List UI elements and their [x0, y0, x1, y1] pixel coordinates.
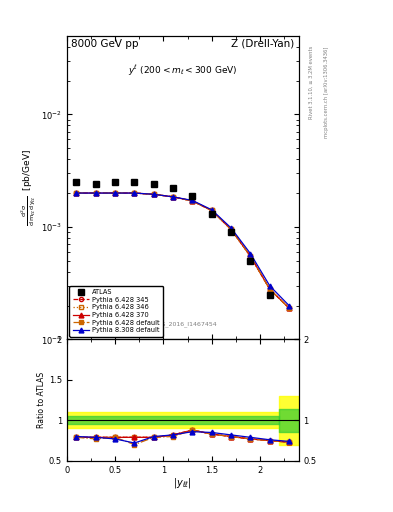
Pythia 6.428 370 — [132, 190, 137, 196]
Text: Z (Drell-Yan): Z (Drell-Yan) — [231, 39, 294, 49]
X-axis label: $|y_{\ell\ell}|$: $|y_{\ell\ell}|$ — [173, 476, 192, 490]
Pythia 6.428 346 — [132, 190, 137, 196]
Pythia 6.428 345 — [229, 226, 233, 232]
ATLAS — [151, 181, 156, 187]
Text: 8000 GeV pp: 8000 GeV pp — [72, 39, 139, 49]
Pythia 6.428 default — [74, 190, 79, 196]
Pythia 6.428 default — [190, 198, 195, 204]
Pythia 8.308 default — [248, 250, 253, 257]
Pythia 6.428 default — [151, 191, 156, 197]
Pythia 6.428 346 — [286, 305, 291, 311]
Pythia 8.308 default — [286, 303, 291, 309]
Pythia 6.428 345 — [74, 190, 79, 196]
Pythia 6.428 346 — [190, 198, 195, 204]
Pythia 6.428 370 — [229, 226, 233, 232]
Pythia 6.428 default — [286, 305, 291, 311]
ATLAS — [132, 179, 137, 185]
Text: mcplots.cern.ch [arXiv:1306.3436]: mcplots.cern.ch [arXiv:1306.3436] — [324, 46, 329, 138]
Pythia 6.428 346 — [171, 194, 175, 200]
ATLAS — [74, 179, 79, 185]
Line: Pythia 8.308 default: Pythia 8.308 default — [74, 190, 292, 308]
Pythia 6.428 370 — [74, 190, 79, 196]
Pythia 6.428 345 — [94, 190, 98, 196]
Pythia 6.428 default — [171, 194, 175, 200]
Pythia 8.308 default — [209, 207, 214, 213]
Pythia 6.428 default — [132, 190, 137, 196]
Pythia 6.428 345 — [248, 253, 253, 259]
Pythia 8.308 default — [171, 194, 175, 200]
Pythia 6.428 370 — [209, 207, 214, 214]
Pythia 6.428 370 — [171, 194, 175, 200]
Y-axis label: $\mathsf{\frac{d^2\sigma}{d\,m_{\ell\ell}\,d\,y_{\ell\ell}}}$  [pb/GeV]: $\mathsf{\frac{d^2\sigma}{d\,m_{\ell\ell… — [20, 149, 38, 226]
Pythia 6.428 346 — [74, 190, 79, 196]
ATLAS — [229, 229, 233, 235]
Pythia 6.428 345 — [132, 190, 137, 196]
Pythia 6.428 370 — [286, 305, 291, 311]
Pythia 6.428 370 — [267, 286, 272, 292]
Pythia 6.428 370 — [190, 198, 195, 204]
Pythia 6.428 345 — [267, 286, 272, 292]
Line: Pythia 6.428 346: Pythia 6.428 346 — [74, 191, 291, 310]
Pythia 6.428 default — [113, 190, 118, 196]
Pythia 8.308 default — [151, 191, 156, 197]
ATLAS — [267, 291, 272, 297]
Text: $y^\ell\ (200 < m_\ell < 300\ \mathrm{GeV})$: $y^\ell\ (200 < m_\ell < 300\ \mathrm{Ge… — [128, 63, 237, 77]
Pythia 6.428 345 — [286, 305, 291, 311]
Pythia 8.308 default — [113, 190, 118, 196]
Pythia 6.428 346 — [151, 191, 156, 197]
ATLAS — [286, 415, 291, 421]
ATLAS — [94, 181, 98, 187]
Pythia 6.428 345 — [171, 194, 175, 200]
Pythia 6.428 default — [248, 253, 253, 259]
Pythia 8.308 default — [132, 190, 137, 196]
Pythia 6.428 346 — [248, 253, 253, 259]
Pythia 8.308 default — [94, 190, 98, 196]
Pythia 8.308 default — [267, 283, 272, 289]
Legend: ATLAS, Pythia 6.428 345, Pythia 6.428 346, Pythia 6.428 370, Pythia 6.428 defaul: ATLAS, Pythia 6.428 345, Pythia 6.428 34… — [70, 286, 163, 337]
Pythia 6.428 346 — [113, 190, 118, 196]
Pythia 8.308 default — [190, 197, 195, 203]
Pythia 6.428 default — [267, 286, 272, 292]
Pythia 6.428 346 — [229, 226, 233, 232]
ATLAS — [248, 258, 253, 264]
Pythia 6.428 370 — [151, 191, 156, 197]
Pythia 6.428 370 — [94, 190, 98, 196]
Pythia 6.428 default — [209, 207, 214, 214]
Pythia 6.428 370 — [113, 190, 118, 196]
Line: Pythia 6.428 370: Pythia 6.428 370 — [74, 190, 292, 310]
ATLAS — [171, 185, 175, 191]
Pythia 8.308 default — [74, 190, 79, 196]
Line: ATLAS: ATLAS — [73, 179, 292, 421]
Pythia 6.428 370 — [248, 253, 253, 259]
Pythia 6.428 default — [229, 226, 233, 232]
Pythia 6.428 345 — [190, 198, 195, 204]
Line: Pythia 6.428 default: Pythia 6.428 default — [74, 191, 291, 310]
Pythia 6.428 345 — [113, 190, 118, 196]
Line: Pythia 6.428 345: Pythia 6.428 345 — [74, 191, 291, 310]
ATLAS — [209, 211, 214, 217]
Pythia 6.428 default — [94, 190, 98, 196]
Pythia 8.308 default — [229, 225, 233, 231]
Pythia 6.428 346 — [94, 190, 98, 196]
Pythia 6.428 346 — [209, 207, 214, 214]
Pythia 6.428 345 — [151, 191, 156, 197]
Pythia 6.428 345 — [209, 207, 214, 214]
Text: Rivet 3.1.10, ≥ 3.2M events: Rivet 3.1.10, ≥ 3.2M events — [309, 46, 314, 119]
ATLAS — [190, 193, 195, 199]
ATLAS — [113, 179, 118, 185]
Text: ATLAS_2016_I1467454: ATLAS_2016_I1467454 — [147, 322, 218, 327]
Y-axis label: Ratio to ATLAS: Ratio to ATLAS — [37, 372, 46, 428]
Pythia 6.428 346 — [267, 286, 272, 292]
